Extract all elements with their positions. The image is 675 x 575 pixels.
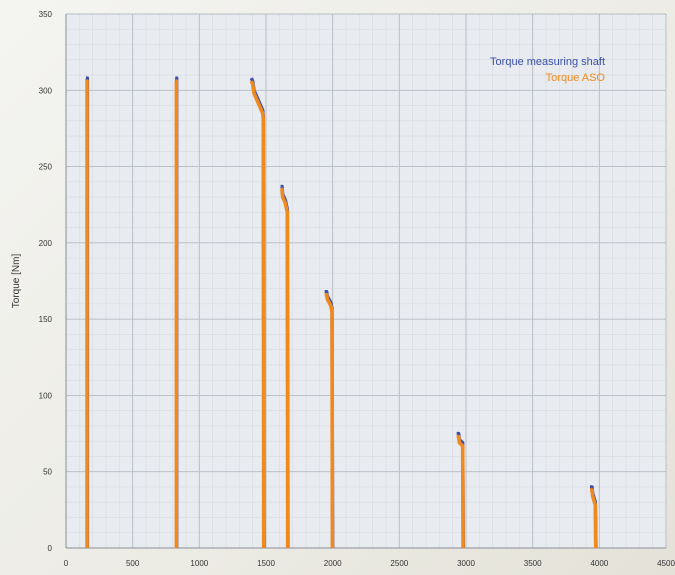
torque-aso-pulse-5 [324, 292, 335, 549]
y-tick-label: 100 [39, 391, 53, 400]
plot-area [66, 14, 666, 548]
x-axis: 0 500 1000 1500 2000 2500 3000 3500 4000 4500 [64, 559, 675, 568]
y-tick-label: 150 [39, 315, 53, 324]
y-axis-label: Torque [Nm] [11, 254, 22, 309]
y-tick-label: 50 [43, 468, 52, 477]
y-tick-label: 0 [48, 544, 53, 553]
major-grid [65, 13, 667, 549]
torque-aso-pulse-3 [249, 80, 266, 549]
x-tick-label: 3000 [457, 559, 475, 568]
x-tick-label: 0 [64, 559, 69, 568]
x-tick-label: 1000 [190, 559, 208, 568]
torque-aso-pulse-4 [280, 187, 290, 549]
x-tick-label: 2500 [390, 559, 408, 568]
torque-aso-pulse-1 [85, 79, 89, 548]
legend-entry-torque-measuring-shaft: Torque measuring shaft [490, 56, 605, 68]
x-tick-label: 3500 [524, 559, 542, 568]
y-tick-label: 250 [39, 163, 53, 172]
torque-aso-pulse-2 [174, 79, 179, 548]
legend: Torque measuring shaft Torque ASO [490, 56, 605, 84]
x-tick-label: 1500 [257, 559, 275, 568]
torque-aso-pulse-6 [456, 434, 465, 549]
x-tick-label: 2000 [324, 559, 342, 568]
y-tick-label: 300 [39, 86, 53, 95]
torque-aso-pulse-7 [590, 488, 598, 549]
y-axis: 0 50 100 150 200 250 300 350 [39, 10, 53, 553]
x-tick-label: 500 [126, 559, 140, 568]
y-tick-label: 200 [39, 239, 53, 248]
x-tick-label: 4000 [590, 559, 608, 568]
x-tick-label: 4500 [657, 559, 675, 568]
series-layer [85, 76, 598, 549]
y-tick-label: 350 [39, 10, 53, 19]
legend-entry-torque-aso: Torque ASO [546, 72, 606, 84]
